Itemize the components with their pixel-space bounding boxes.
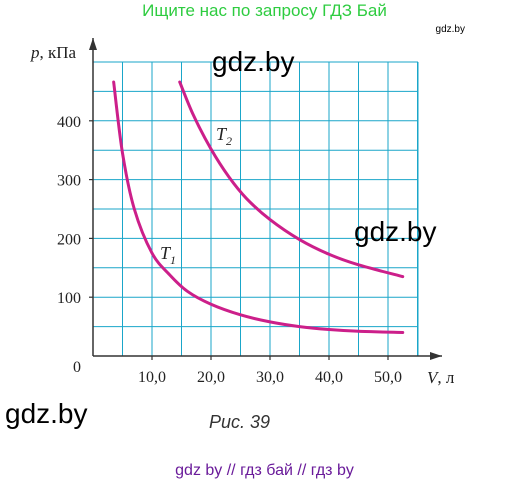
x-tick-label: 30,0 [256,369,284,386]
x-axis-label: V, л [427,368,455,387]
axes [89,38,442,360]
y-tick-label: 300 [57,173,81,190]
x-tick-label: 50,0 [374,369,402,386]
tick-labels: 10,0 20,0 30,0 40,0 50,0 100 200 300 400 0 V, л p, … [30,43,455,387]
y-axis-label: p, кПа [30,43,77,62]
watermark: gdz.by [5,398,88,429]
origin-label: 0 [73,359,81,376]
grid [93,61,419,356]
y-tick-label: 400 [57,114,81,131]
y-tick-label: 200 [57,231,81,248]
watermark: gdz.by [212,46,295,77]
curve-label-2: T2 [216,124,232,148]
isotherm-curve-1 [112,80,405,334]
x-tick-label: 40,0 [315,369,343,386]
y-axis-arrow [89,38,97,50]
figure-caption: Рис. 39 [209,412,271,432]
y-tick-label: 100 [57,290,81,307]
curve-label-1: T1 [160,243,176,267]
site-tag: gdz.by [435,24,465,35]
top-banner: Ищите нас по запросу ГДЗ Бай [142,1,387,20]
curves [112,80,405,334]
x-tick-label: 20,0 [197,369,225,386]
x-axis-arrow [430,352,442,360]
x-tick-label: 10,0 [138,369,166,386]
isotherm-curve-2 [178,80,405,279]
watermark: gdz.by [354,216,437,247]
footer-links: gdz by // гдз бай // гдз by [175,462,354,479]
